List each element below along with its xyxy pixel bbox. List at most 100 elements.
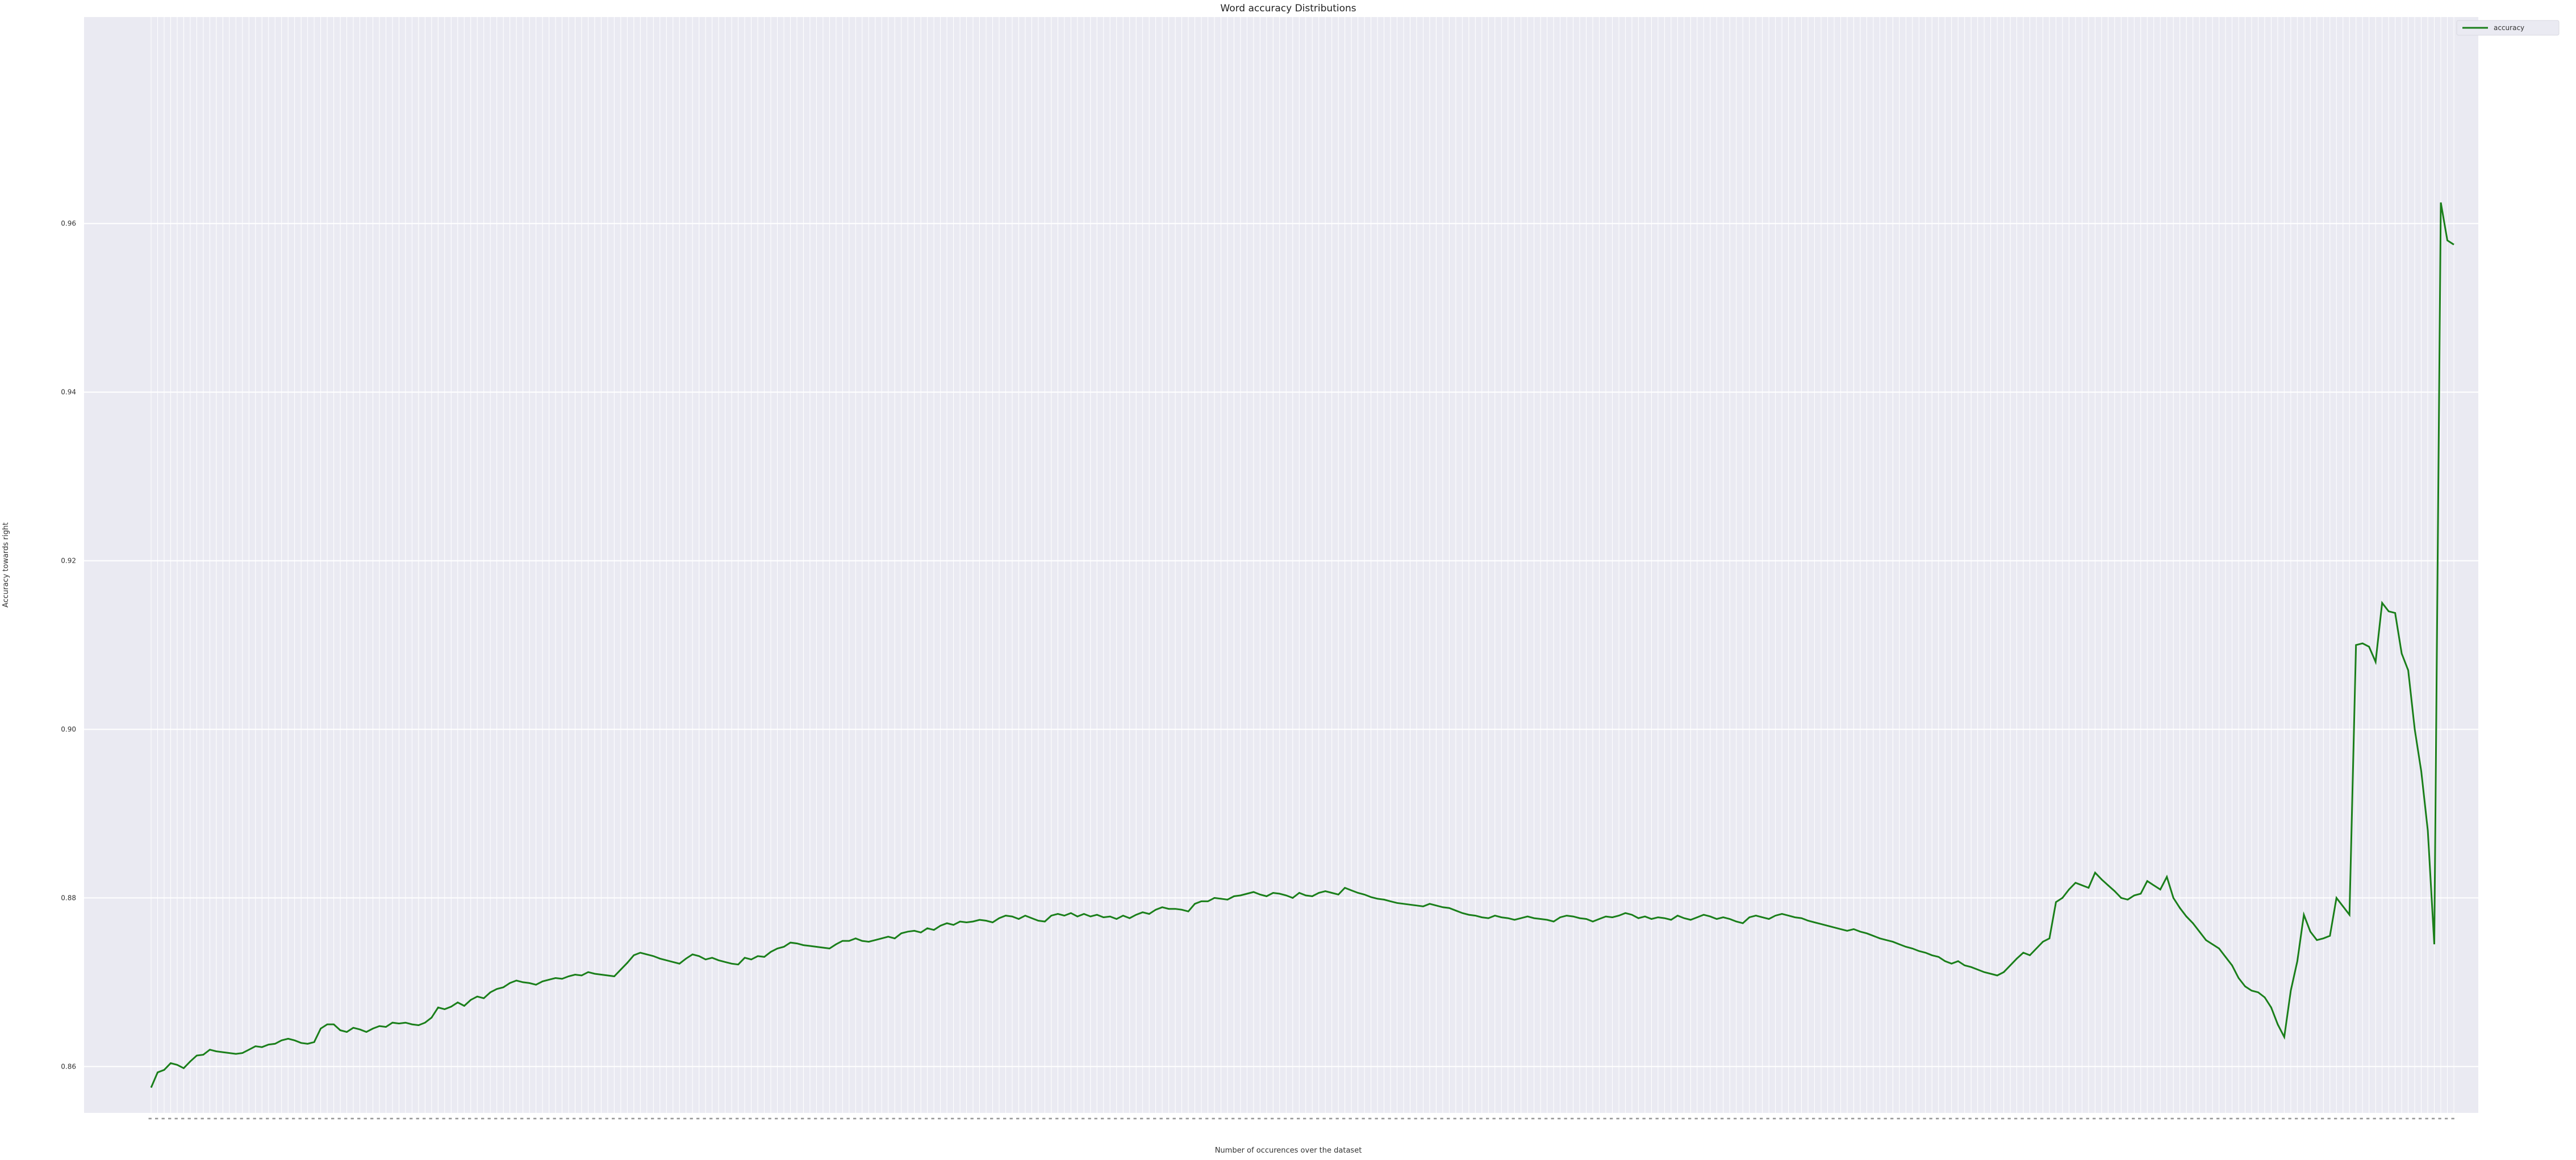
x-tick-mark: ▮ <box>1576 1117 1581 1120</box>
x-tick-mark: ▮ <box>2046 1117 2051 1120</box>
x-tick-mark: ▮ <box>1139 1117 1144 1120</box>
x-tick-mark: ▮ <box>1511 1117 1515 1120</box>
x-tick-mark: ▮ <box>539 1117 544 1120</box>
x-tick-mark: ▮ <box>631 1117 635 1120</box>
x-tick-mark: ▮ <box>324 1117 328 1120</box>
x-tick-mark: ▮ <box>1400 1117 1405 1120</box>
x-tick-mark: ▮ <box>2229 1117 2233 1120</box>
x-tick-mark: ▮ <box>1439 1117 1444 1120</box>
x-tick-mark: ▮ <box>1276 1117 1281 1120</box>
x-tick-mark: ▮ <box>950 1117 955 1120</box>
x-tick-mark: ▮ <box>1981 1117 1985 1120</box>
x-tick-mark: ▮ <box>337 1117 341 1120</box>
x-tick-mark: ▮ <box>598 1117 602 1120</box>
x-tick-mark: ▮ <box>1896 1117 1901 1120</box>
x-tick-mark: ▮ <box>513 1117 517 1120</box>
x-tick-mark: ▮ <box>2203 1117 2207 1120</box>
x-tick-mark: ▮ <box>689 1117 694 1120</box>
x-tick-mark: ▮ <box>2065 1117 2070 1120</box>
x-tick-mark: ▮ <box>1153 1117 1157 1120</box>
x-tick-mark: ▮ <box>2170 1117 2174 1120</box>
x-tick-mark: ▮ <box>245 1117 250 1120</box>
x-tick-mark: ▮ <box>1342 1117 1346 1120</box>
x-tick-mark: ▮ <box>970 1117 974 1120</box>
x-tick-mark: ▮ <box>1661 1117 1665 1120</box>
x-tick-mark: ▮ <box>1759 1117 1764 1120</box>
x-tick-mark: ▮ <box>318 1117 322 1120</box>
x-tick-mark: ▮ <box>2444 1117 2449 1120</box>
x-tick-mark: ▮ <box>2287 1117 2292 1120</box>
x-tick-mark: ▮ <box>1615 1117 1620 1120</box>
x-tick-mark: ▮ <box>474 1117 478 1120</box>
x-tick-mark: ▮ <box>2274 1117 2279 1120</box>
x-tick-mark: ▮ <box>304 1117 309 1120</box>
x-tick-mark: ▮ <box>1492 1117 1496 1120</box>
x-tick-mark: ▮ <box>2411 1117 2416 1120</box>
y-tick-label: 0.86 <box>61 1062 76 1070</box>
x-tick-mark: ▮ <box>1752 1117 1757 1120</box>
x-tick-mark: ▮ <box>2268 1117 2272 1120</box>
x-tick-mark: ▮ <box>1256 1117 1261 1120</box>
legend-label-accuracy: accuracy <box>2494 24 2524 32</box>
x-tick-mark: ▮ <box>363 1117 368 1120</box>
x-tick-mark: ▮ <box>1355 1117 1359 1120</box>
x-tick-mark: ▮ <box>1837 1117 1842 1120</box>
x-tick-mark: ▮ <box>637 1117 641 1120</box>
x-tick-mark: ▮ <box>1179 1117 1183 1120</box>
x-tick-mark: ▮ <box>1524 1117 1529 1120</box>
x-tick-labels: ▮ ▮ ▮ ▮ ▮ ▮ ▮ ▮ ▮ ▮ ▮ ▮ ▮ ▮ ▮ ▮ ▮ ▮ ▮ ▮ ▮ ▮ ▮ ▮ ▮ ▮ ▮ ▮ ▮ ▮ ▮ ▮ ▮ ▮ ▮ ▮ ▮ ▮ ▮ ▮… <box>148 1117 2455 1120</box>
x-tick-mark: ▮ <box>1922 1117 1927 1120</box>
x-tick-mark: ▮ <box>2261 1117 2266 1120</box>
x-tick-mark: ▮ <box>350 1117 354 1120</box>
x-tick-mark: ▮ <box>1785 1117 1790 1120</box>
x-tick-mark: ▮ <box>2346 1117 2350 1120</box>
x-tick-mark: ▮ <box>1668 1117 1672 1120</box>
x-tick-mark: ▮ <box>2327 1117 2331 1120</box>
x-tick-mark: ▮ <box>2052 1117 2057 1120</box>
x-tick-mark: ▮ <box>2007 1117 2011 1120</box>
x-tick-mark: ▮ <box>1942 1117 1946 1120</box>
x-tick-mark: ▮ <box>2033 1117 2038 1120</box>
x-tick-mark: ▮ <box>852 1117 857 1120</box>
x-tick-mark: ▮ <box>2385 1117 2390 1120</box>
x-tick-mark: ▮ <box>807 1117 811 1120</box>
x-tick-mark: ▮ <box>1889 1117 1894 1120</box>
x-tick-mark: ▮ <box>1100 1117 1105 1120</box>
x-tick-mark: ▮ <box>1955 1117 1959 1120</box>
x-tick-mark: ▮ <box>794 1117 798 1120</box>
x-tick-mark: ▮ <box>1505 1117 1509 1120</box>
x-tick-mark: ▮ <box>2431 1117 2436 1120</box>
x-tick-mark: ▮ <box>1876 1117 1881 1120</box>
x-tick-mark: ▮ <box>2372 1117 2377 1120</box>
x-tick-mark: ▮ <box>820 1117 824 1120</box>
x-tick-mark: ▮ <box>376 1117 381 1120</box>
x-tick-mark: ▮ <box>2183 1117 2187 1120</box>
x-tick-mark: ▮ <box>1642 1117 1646 1120</box>
x-tick-mark: ▮ <box>1883 1117 1888 1120</box>
x-tick-mark: ▮ <box>2405 1117 2410 1120</box>
y-tick-labels: 0.86 0.88 0.90 0.92 0.94 0.96 <box>61 220 76 1071</box>
x-tick-mark: ▮ <box>1374 1117 1379 1120</box>
x-tick-mark: ▮ <box>1765 1117 1770 1120</box>
chart-title: Word accuracy Distributions <box>1220 3 1356 14</box>
x-tick-mark: ▮ <box>1570 1117 1575 1120</box>
x-tick-mark: ▮ <box>1459 1117 1463 1120</box>
x-tick-mark: ▮ <box>1309 1117 1313 1120</box>
x-tick-mark: ▮ <box>1537 1117 1542 1120</box>
x-tick-mark: ▮ <box>859 1117 863 1120</box>
x-tick-mark: ▮ <box>1948 1117 1953 1120</box>
x-tick-mark: ▮ <box>1120 1117 1124 1120</box>
x-tick-mark: ▮ <box>2177 1117 2181 1120</box>
y-tick-label: 0.96 <box>61 220 76 228</box>
x-tick-mark: ▮ <box>1968 1117 1972 1120</box>
x-tick-mark: ▮ <box>2307 1117 2311 1120</box>
x-tick-mark: ▮ <box>761 1117 766 1120</box>
x-tick-mark: ▮ <box>1557 1117 1562 1120</box>
x-tick-mark: ▮ <box>161 1117 165 1120</box>
x-tick-mark: ▮ <box>278 1117 283 1120</box>
x-tick-mark: ▮ <box>813 1117 817 1120</box>
x-tick-mark: ▮ <box>2196 1117 2201 1120</box>
x-tick-mark: ▮ <box>2098 1117 2103 1120</box>
x-tick-mark: ▮ <box>382 1117 387 1120</box>
x-tick-mark: ▮ <box>546 1117 550 1120</box>
